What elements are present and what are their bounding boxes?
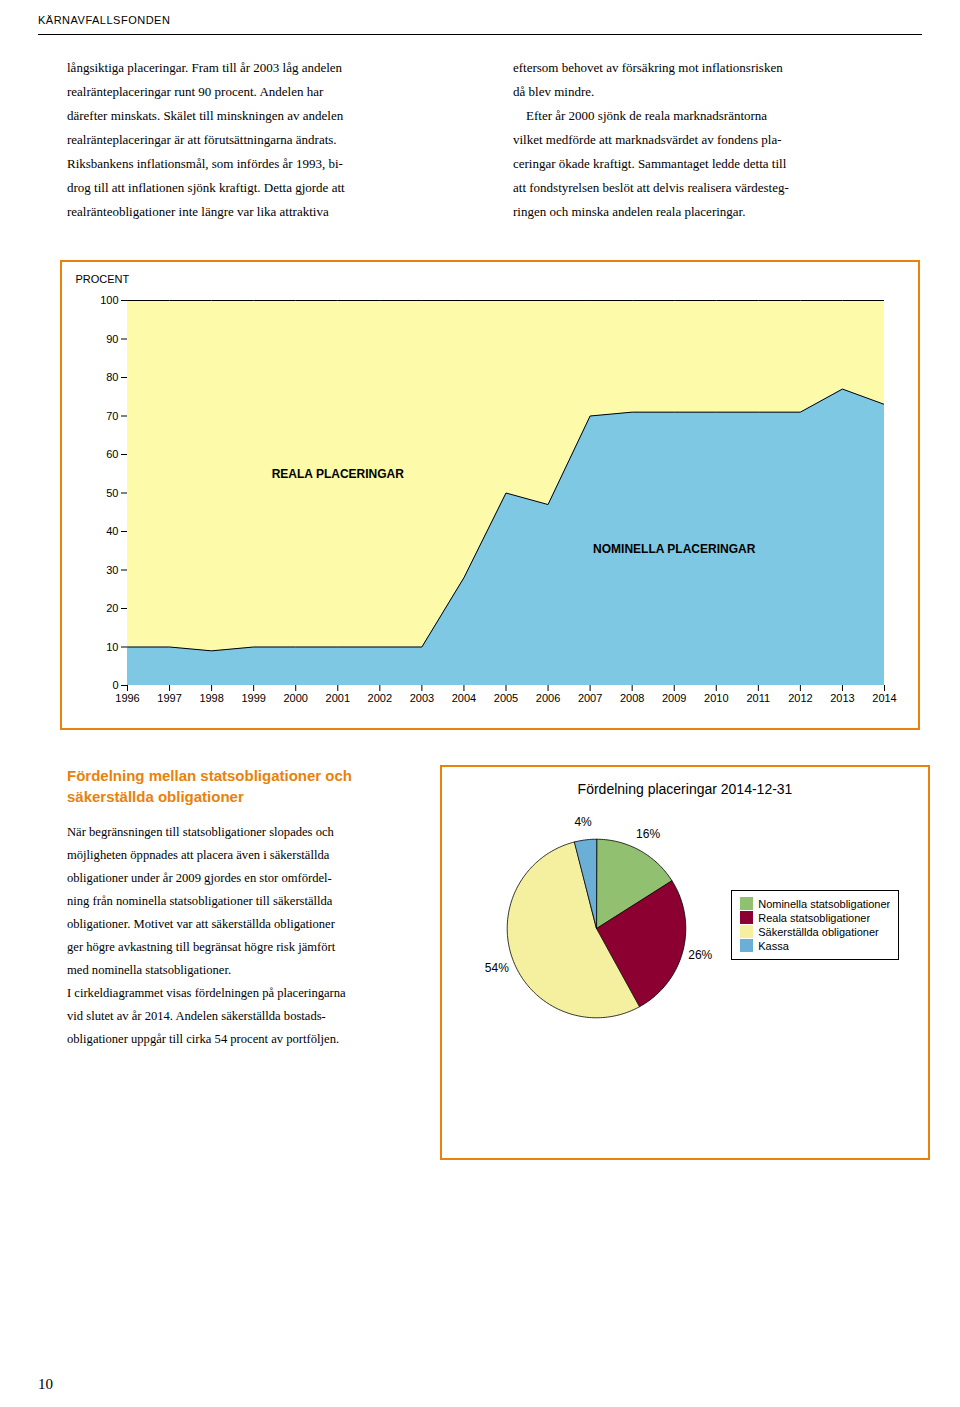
svg-text:100: 100	[100, 294, 118, 306]
svg-text:1996: 1996	[115, 692, 139, 704]
svg-text:2007: 2007	[578, 692, 602, 704]
svg-text:REALA PLACERINGAR: REALA PLACERINGAR	[272, 467, 405, 481]
svg-text:2001: 2001	[326, 692, 350, 704]
html-text:KÄRNAVFALLSFONDEN: KÄRNAVFALLSFONDEN	[38, 14, 171, 26]
svg-text:54%: 54%	[485, 961, 509, 975]
svg-text:16%: 16%	[636, 827, 660, 841]
svg-text:10: 10	[106, 641, 118, 653]
svg-text:1999: 1999	[241, 692, 265, 704]
svg-text:2014: 2014	[872, 692, 896, 704]
svg-text:90: 90	[106, 333, 118, 345]
svg-text:2011: 2011	[747, 692, 771, 704]
svg-text:20: 20	[106, 602, 118, 614]
html-text:Fördelning mellan statsobligat: Fördelning mellan statsobligationer och …	[67, 767, 352, 805]
svg-text:2003: 2003	[410, 692, 434, 704]
svg-text:0: 0	[112, 679, 118, 691]
html-text:Nominella statsobligationer: Nominella statsobligationer	[758, 897, 891, 910]
svg-text:70: 70	[106, 410, 118, 422]
svg-text:2006: 2006	[536, 692, 560, 704]
svg-text:2005: 2005	[494, 692, 518, 704]
svg-text:2012: 2012	[788, 692, 812, 704]
svg-text:2010: 2010	[704, 692, 728, 704]
svg-text:26%: 26%	[688, 948, 712, 962]
html-text:10: 10	[38, 1376, 53, 1392]
svg-text:30: 30	[106, 564, 118, 576]
svg-text:PROCENT: PROCENT	[76, 273, 130, 285]
svg-text:NOMINELLA PLACERINGAR: NOMINELLA PLACERINGAR	[593, 542, 756, 556]
svg-text:1997: 1997	[157, 692, 181, 704]
svg-text:40: 40	[106, 525, 118, 537]
svg-text:2009: 2009	[662, 692, 686, 704]
svg-text:2004: 2004	[452, 692, 476, 704]
html-text:Fördelning placeringar 2014-12: Fördelning placeringar 2014-12-31	[577, 781, 793, 797]
html-text:Säkerställda obligationer: Säkerställda obligationer	[758, 925, 879, 938]
html-text:långsiktiga placeringar. Fram: långsiktiga placeringar. Fram till år 20…	[67, 60, 345, 219]
svg-text:2008: 2008	[620, 692, 644, 704]
html-text:Kassa: Kassa	[758, 939, 789, 952]
html-text:eftersom behovet av försäkring: eftersom behovet av försäkring mot infla…	[513, 60, 789, 219]
svg-text:60: 60	[106, 448, 118, 460]
svg-text:4%: 4%	[574, 815, 592, 829]
html-text:När begränsningen till statsob: När begränsningen till statsobligationer…	[67, 825, 346, 1046]
svg-text:2013: 2013	[830, 692, 854, 704]
html-text:Reala statsobligationer: Reala statsobligationer	[758, 911, 871, 924]
svg-text:50: 50	[106, 487, 118, 499]
svg-text:1998: 1998	[199, 692, 223, 704]
svg-text:2002: 2002	[368, 692, 392, 704]
svg-text:2000: 2000	[283, 692, 307, 704]
svg-text:80: 80	[106, 371, 118, 383]
